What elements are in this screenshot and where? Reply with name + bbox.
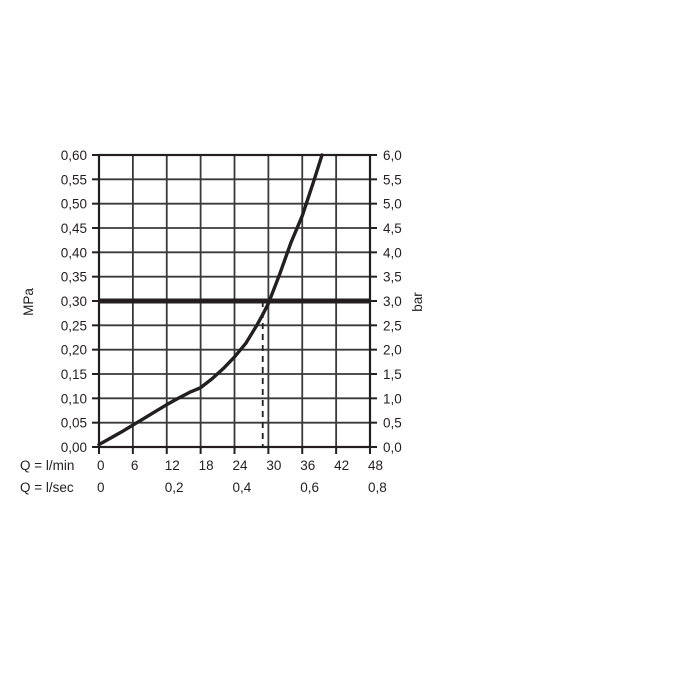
x-tick-label-lsec: 0,6 — [300, 480, 319, 495]
x-tick-label-lmin: 0 — [97, 458, 105, 473]
x-tick-label-lsec: 0 — [97, 480, 105, 495]
right-tick-label: 2,0 — [383, 343, 402, 358]
right-tick-label: 1,5 — [383, 367, 402, 382]
right-axis-ticks — [370, 154, 377, 448]
right-axis-title: bar — [410, 292, 425, 312]
x-axis-lmin-tick-labels: 0 6 12 18 24 30 36 42 48 — [97, 458, 383, 473]
right-tick-label: 2,5 — [383, 318, 402, 333]
x-tick-label-lmin: 30 — [266, 458, 281, 473]
right-tick-label: 5,0 — [383, 197, 402, 212]
right-tick-label: 4,5 — [383, 221, 402, 236]
left-tick-label: 0,00 — [61, 440, 87, 455]
x-tick-label-lmin: 42 — [334, 458, 349, 473]
left-tick-label: 0,45 — [61, 221, 87, 236]
left-tick-label: 0,50 — [61, 197, 87, 212]
left-tick-label: 0,25 — [61, 318, 87, 333]
x-tick-label-lmin: 12 — [165, 458, 180, 473]
x-tick-label-lmin: 36 — [300, 458, 315, 473]
right-tick-label: 1,0 — [383, 391, 402, 406]
bottom-axis-ticks — [98, 447, 371, 454]
right-tick-label: 0,5 — [383, 416, 402, 431]
right-tick-label: 6,0 — [383, 148, 402, 163]
left-tick-label: 0,40 — [61, 245, 87, 260]
left-axis-title: MPa — [21, 288, 36, 316]
left-tick-label: 0,35 — [61, 270, 87, 285]
left-tick-label: 0,60 — [61, 148, 87, 163]
right-tick-label: 4,0 — [383, 245, 402, 260]
left-tick-label: 0,15 — [61, 367, 87, 382]
x-tick-label-lmin: 24 — [233, 458, 249, 473]
x-axis-lmin-title: Q = l/min — [20, 458, 74, 473]
pressure-loss-curve — [97, 153, 324, 447]
left-tick-label: 0,55 — [61, 172, 87, 187]
right-tick-label: 0,0 — [383, 440, 402, 455]
right-tick-label: 3,0 — [383, 294, 402, 309]
x-tick-label-lmin: 48 — [368, 458, 383, 473]
left-tick-label: 0,05 — [61, 416, 87, 431]
x-tick-label-lsec: 0,4 — [233, 480, 252, 495]
right-tick-label: 3,5 — [383, 270, 402, 285]
right-tick-label: 5,5 — [383, 172, 402, 187]
left-tick-label: 0,20 — [61, 343, 87, 358]
x-axis-lsec-tick-labels: 0 0,2 0,4 0,6 0,8 — [97, 480, 387, 495]
x-tick-label-lmin: 18 — [199, 458, 214, 473]
left-tick-label: 0,10 — [61, 391, 87, 406]
left-axis-tick-labels: 0,00 0,05 0,10 0,15 0,20 0,25 0,30 0,35 0,40 0,45… — [61, 148, 87, 455]
left-tick-label: 0,30 — [61, 294, 87, 309]
right-axis-tick-labels: 0,0 0,5 1,0 1,5 2,0 2,5 3,0 3,5 4,0 4,5 5,0 5,5 6,0 — [383, 148, 402, 455]
x-tick-label-lmin: 6 — [131, 458, 139, 473]
x-axis-lsec-title: Q = l/sec — [20, 480, 74, 495]
x-tick-label-lsec: 0,8 — [368, 480, 387, 495]
left-axis-ticks — [92, 154, 99, 448]
x-tick-label-lsec: 0,2 — [165, 480, 184, 495]
horizontal-gridlines — [99, 178, 370, 424]
